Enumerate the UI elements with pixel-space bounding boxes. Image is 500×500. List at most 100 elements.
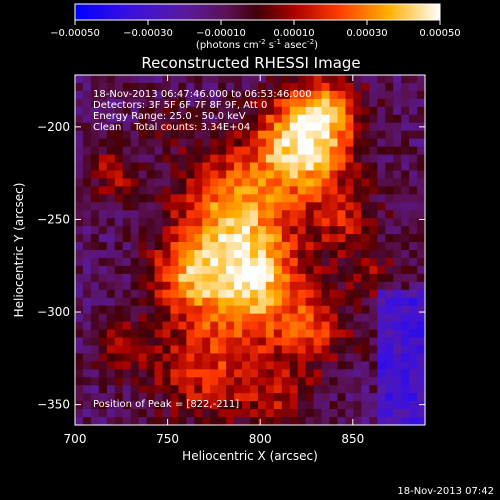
heatmap-cell [289,194,299,203]
heatmap-cell [178,154,187,164]
heatmap-cell [369,281,378,291]
peak-position-label: Position of Peak = [822,-211] [93,399,239,410]
heatmap-cell [305,353,315,362]
heatmap-cell [202,353,211,362]
heatmap-cell [186,345,195,354]
heatmap-cell [401,417,410,426]
heatmap-cell [321,146,331,156]
heatmap-cell [393,75,402,84]
heatmap-cell [393,345,402,354]
heatmap-cell [82,377,92,386]
heatmap-cell [210,218,219,227]
heatmap-cell [385,329,394,339]
heatmap-cell [289,218,299,227]
heatmap-cell [98,218,108,227]
heatmap-cell [313,321,323,331]
heatmap-cell [218,273,227,283]
heatmap-cell [226,313,235,323]
heatmap-cell [305,305,315,315]
heatmap-cell [138,90,148,100]
heatmap-cell [218,178,227,187]
heatmap-cell [186,305,195,315]
heatmap-cell [75,234,84,243]
heatmap-cell [353,273,362,283]
heatmap-cell [289,305,299,315]
heatmap-cell [401,138,410,148]
heatmap-cell [242,186,251,195]
heatmap-cell [75,226,84,235]
heatmap-cell [106,154,116,164]
heatmap-cell [313,385,323,394]
heatmap-cell [170,178,179,187]
heatmap-cell [401,194,410,203]
heatmap-cell [218,401,227,410]
heatmap-cell [337,377,347,386]
heatmap-cell [138,265,148,275]
heatmap-cell [194,130,203,140]
heatmap-cell [218,250,227,259]
heatmap-cell [186,234,195,243]
heatmap-cell [409,409,418,418]
heatmap-cell [329,353,339,362]
x-axis-label: Heliocentric X (arcsec) [182,449,318,463]
heatmap-cell [162,122,172,132]
heatmap-cell [226,401,235,410]
heatmap-cell [409,178,418,187]
heatmap-cell [377,138,386,148]
heatmap-cell [265,130,275,140]
heatmap-cell [329,401,339,410]
heatmap-cell [75,98,84,108]
heatmap-cell [186,393,195,402]
heatmap-cell [226,377,235,386]
heatmap-cell [273,154,283,164]
heatmap-cell [377,218,386,227]
heatmap-cell [257,353,267,362]
heatmap-cell [281,345,291,354]
heatmap-cell [265,409,275,418]
heatmap-cell [234,178,243,187]
heatmap-cell [170,114,179,124]
heatmap-cell [226,361,235,370]
heatmap-cell [130,417,140,426]
heatmap-cell [98,130,108,140]
heatmap-cell [106,218,116,227]
heatmap-cell [385,194,394,203]
heatmap-cell [226,369,235,378]
heatmap-cell [409,146,418,156]
heatmap-cell [305,417,315,426]
heatmap-cell [82,281,92,291]
heatmap-cell [250,329,259,339]
heatmap-cell [265,329,275,339]
heatmap-cell [361,250,370,259]
heatmap-cell [377,393,386,402]
heatmap-cell [417,409,426,418]
heatmap-cell [329,242,339,251]
heatmap-cell [305,226,315,235]
heatmap-cell [385,409,394,418]
heatmap-cell [186,75,195,84]
heatmap-cell [90,162,100,172]
heatmap-cell [178,75,187,84]
heatmap-cell [82,313,92,323]
heatmap-cell [210,345,219,354]
heatmap-cell [146,401,156,410]
heatmap-cell [162,242,172,251]
heatmap-cell [313,313,323,323]
heatmap-cell [154,401,164,410]
heatmap-cell [265,321,275,331]
heatmap-cell [226,202,235,211]
heatmap-cell [178,106,187,116]
heatmap-cell [146,114,156,124]
heatmap-cell [281,353,291,362]
heatmap-cell [210,82,219,92]
heatmap-cell [154,329,164,339]
heatmap-cell [369,122,378,132]
heatmap-cell [409,281,418,291]
heatmap-cell [289,361,299,370]
heatmap-cell [154,138,164,148]
heatmap-cell [313,297,323,307]
heatmap-cell [273,329,283,339]
heatmap-cell [337,305,347,315]
heatmap-cell [353,82,362,92]
